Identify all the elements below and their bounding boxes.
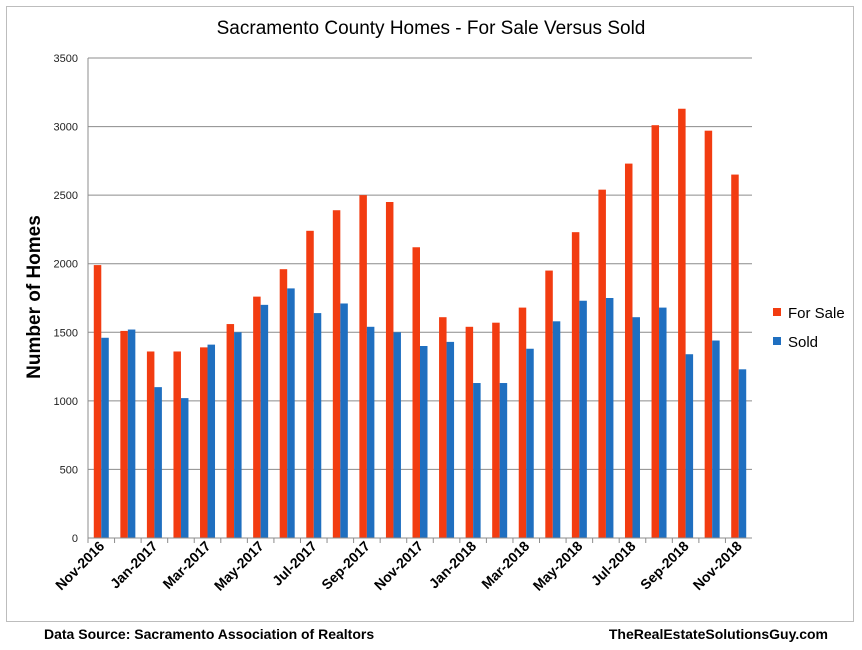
for-sale-bar — [678, 108, 686, 538]
sold-bar — [287, 288, 295, 538]
sold-bar — [207, 344, 216, 538]
for-sale-bar — [624, 163, 633, 538]
y-tick-label: 1500 — [54, 327, 78, 339]
y-tick-label: 2000 — [54, 259, 78, 271]
for-sale-bar — [518, 307, 527, 538]
y-tick-label: 2500 — [54, 190, 78, 202]
x-tick-label: Nov-2016 — [52, 538, 107, 593]
x-tick-label: Sep-2017 — [318, 538, 373, 593]
for-sale-bar — [93, 265, 102, 538]
for-sale-bar — [465, 326, 474, 538]
for-sale-bar — [571, 232, 580, 538]
bars — [93, 108, 747, 539]
x-tick-label: Jan-2018 — [426, 538, 480, 592]
x-tick-label: Sep-2018 — [637, 538, 692, 593]
x-tick-label: Jan-2017 — [107, 538, 161, 592]
legend: For Sale Sold — [773, 305, 845, 351]
y-axis-ticks: 0 500 1000 1500 2000 2500 3000 3500 — [54, 53, 78, 545]
sold-bar — [499, 383, 508, 538]
sold-bar — [101, 337, 109, 538]
legend-swatch — [773, 308, 781, 316]
sold-bar — [234, 332, 242, 538]
sold-bar — [659, 307, 667, 538]
axes — [87, 58, 752, 543]
for-sale-bar — [439, 317, 447, 538]
sold-bar — [579, 300, 587, 538]
chart: Sacramento County Homes - For Sale Versu… — [24, 18, 845, 594]
sold-bar — [605, 298, 614, 538]
sold-bar — [127, 329, 136, 538]
sold-bar — [632, 317, 640, 538]
sold-bar — [473, 383, 481, 538]
sold-bar — [393, 332, 401, 538]
x-tick-label: Jul-2018 — [588, 538, 639, 589]
for-sale-bar — [173, 351, 181, 538]
x-tick-label: Mar-2018 — [478, 538, 532, 592]
sold-bar — [552, 321, 561, 538]
for-sale-bar — [332, 210, 341, 538]
y-tick-label: 0 — [72, 533, 78, 545]
y-tick-label: 1000 — [54, 396, 78, 408]
y-tick-label: 3000 — [54, 122, 78, 134]
for-sale-bar — [412, 247, 420, 538]
for-sale-bar — [279, 269, 288, 538]
x-tick-label: Jul-2017 — [269, 538, 320, 589]
x-tick-label: Mar-2017 — [159, 538, 213, 592]
sold-bar — [313, 313, 322, 538]
x-tick-label: May-2017 — [211, 538, 267, 594]
y-tick-label: 3500 — [54, 53, 78, 65]
chart-title: Sacramento County Homes - For Sale Versu… — [217, 18, 646, 39]
sold-bar — [446, 341, 455, 538]
sold-bar — [420, 346, 428, 538]
for-sale-bar — [598, 189, 606, 538]
sold-bar — [526, 348, 534, 538]
for-sale-bar — [226, 324, 235, 538]
sold-bar — [154, 387, 162, 538]
website-credit: TheRealEstateSolutionsGuy.com — [608, 626, 828, 642]
sold-bar — [180, 398, 189, 538]
for-sale-bar — [306, 230, 314, 539]
y-axis-label: Number of Homes — [24, 215, 45, 379]
legend-label: Sold — [788, 334, 818, 351]
for-sale-bar — [120, 330, 128, 538]
x-tick-label: May-2018 — [530, 538, 586, 594]
sold-bar — [340, 303, 348, 538]
y-tick-label: 500 — [60, 464, 78, 476]
for-sale-bar — [200, 347, 208, 538]
for-sale-bar — [253, 296, 261, 538]
for-sale-bar — [731, 174, 739, 539]
legend-label: For Sale — [788, 305, 845, 322]
for-sale-bar — [704, 130, 713, 538]
sold-bar — [712, 340, 720, 538]
for-sale-bar — [545, 270, 553, 538]
for-sale-bar — [492, 322, 500, 538]
for-sale-bar — [146, 351, 155, 538]
sold-bar — [685, 354, 694, 538]
chart-frame: Sacramento County Homes - For Sale Versu… — [6, 6, 854, 622]
for-sale-bar — [651, 125, 660, 538]
x-tick-label: Nov-2018 — [689, 538, 744, 593]
for-sale-bar — [359, 195, 367, 538]
sold-bar — [738, 369, 747, 538]
for-sale-bar — [385, 202, 394, 538]
data-source-note: Data Source: Sacramento Association of R… — [44, 626, 375, 642]
sold-bar — [260, 304, 269, 538]
x-tick-label: Nov-2017 — [371, 538, 426, 593]
sold-bar — [366, 326, 375, 538]
legend-swatch — [773, 337, 781, 345]
